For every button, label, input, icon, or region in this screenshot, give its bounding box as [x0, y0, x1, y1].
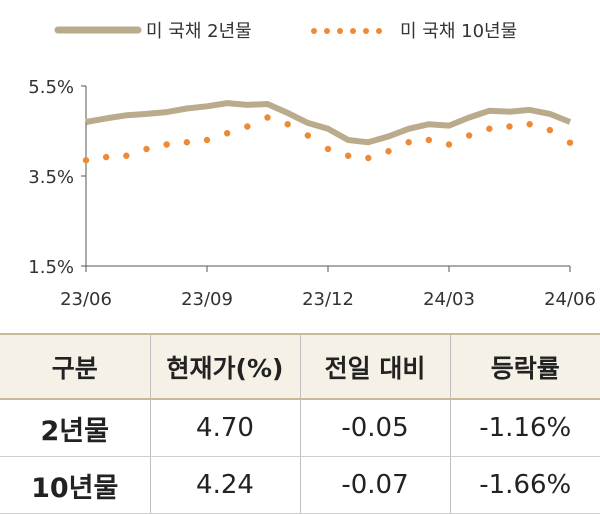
series-point-10y — [143, 145, 150, 153]
table-cell-label: 2년물 — [0, 399, 150, 457]
series-point-10y — [324, 145, 332, 153]
series-point-10y — [284, 121, 291, 128]
y-tick-label: 5.5% — [28, 77, 74, 98]
series-point-10y — [465, 132, 473, 139]
legend-dot — [350, 28, 356, 34]
legend-swatch-10y — [311, 28, 382, 34]
series-point-10y — [546, 126, 554, 134]
chart-legend: 미 국채 2년물 미 국채 10년물 — [54, 21, 517, 42]
series-point-10y — [82, 157, 90, 164]
legend-dot — [376, 28, 382, 34]
series-point-10y — [163, 141, 170, 148]
legend-dot — [337, 28, 343, 34]
x-tick-label: 23/09 — [181, 289, 233, 310]
series-point-10y — [123, 152, 130, 159]
series-point-10y — [223, 130, 231, 137]
legend-dot — [324, 28, 330, 34]
series-line-2y — [85, 100, 572, 146]
table-header-cell: 등락률 — [449, 333, 600, 400]
series-point-10y — [304, 132, 312, 139]
yield-line-chart: 미 국채 2년물 미 국채 10년물 5.5% 3.5% 1.5% 23/06 … — [28, 21, 596, 310]
legend-dot — [363, 28, 369, 34]
series-point-10y — [344, 152, 352, 159]
legend-label-2y: 미 국채 2년물 — [146, 21, 252, 42]
series-point-10y — [244, 123, 251, 130]
series-point-10y — [264, 114, 271, 121]
table-cell: -0.05 — [299, 399, 450, 457]
x-tick-label: 24/03 — [423, 289, 475, 310]
series-point-10y — [506, 123, 513, 130]
table-cell: -1.16% — [449, 399, 600, 457]
table-row: 10년물 4.24 -0.07 -1.66% — [0, 456, 600, 514]
table-cell: -0.07 — [299, 456, 450, 514]
legend-dot — [311, 28, 317, 34]
x-tick-label: 23/12 — [302, 289, 354, 310]
x-tick-label: 24/06 — [544, 289, 596, 310]
table-cell-label: 10년물 — [0, 456, 150, 514]
table-header-row: 구분 현재가(%) 전일 대비 등락률 — [0, 333, 600, 400]
table-header-cell: 현재가(%) — [149, 333, 300, 400]
table-row: 2년물 4.70 -0.05 -1.16% — [0, 399, 600, 457]
series-layer — [82, 100, 574, 164]
series-point-10y — [526, 121, 533, 128]
series-point-10y — [425, 136, 433, 144]
y-axis-ticks: 5.5% 3.5% 1.5% — [28, 77, 74, 278]
series-point-10y — [486, 125, 493, 132]
table-cell: 4.24 — [149, 456, 300, 514]
table-cell: 4.70 — [149, 399, 300, 457]
table-header-cell: 구분 — [0, 333, 150, 400]
series-point-10y — [203, 136, 211, 144]
y-tick-label: 3.5% — [28, 167, 74, 188]
series-point-10y — [405, 139, 412, 146]
series-point-10y — [445, 141, 453, 148]
x-tick-label: 23/06 — [60, 289, 112, 310]
yield-summary-table: 구분 현재가(%) 전일 대비 등락률 2년물 4.70 -0.05 -1.16… — [0, 333, 600, 514]
x-axis-ticks: 23/06 23/09 23/12 24/03 24/06 — [60, 289, 596, 310]
series-point-10y — [566, 139, 574, 146]
table-cell: -1.66% — [449, 456, 600, 514]
series-point-10y — [365, 154, 372, 162]
series-point-10y — [102, 153, 110, 161]
table-header-cell: 전일 대비 — [299, 333, 450, 400]
series-point-10y — [183, 139, 191, 146]
y-tick-label: 1.5% — [28, 257, 74, 278]
series-point-10y — [385, 148, 392, 155]
legend-label-10y: 미 국채 10년물 — [400, 21, 517, 42]
